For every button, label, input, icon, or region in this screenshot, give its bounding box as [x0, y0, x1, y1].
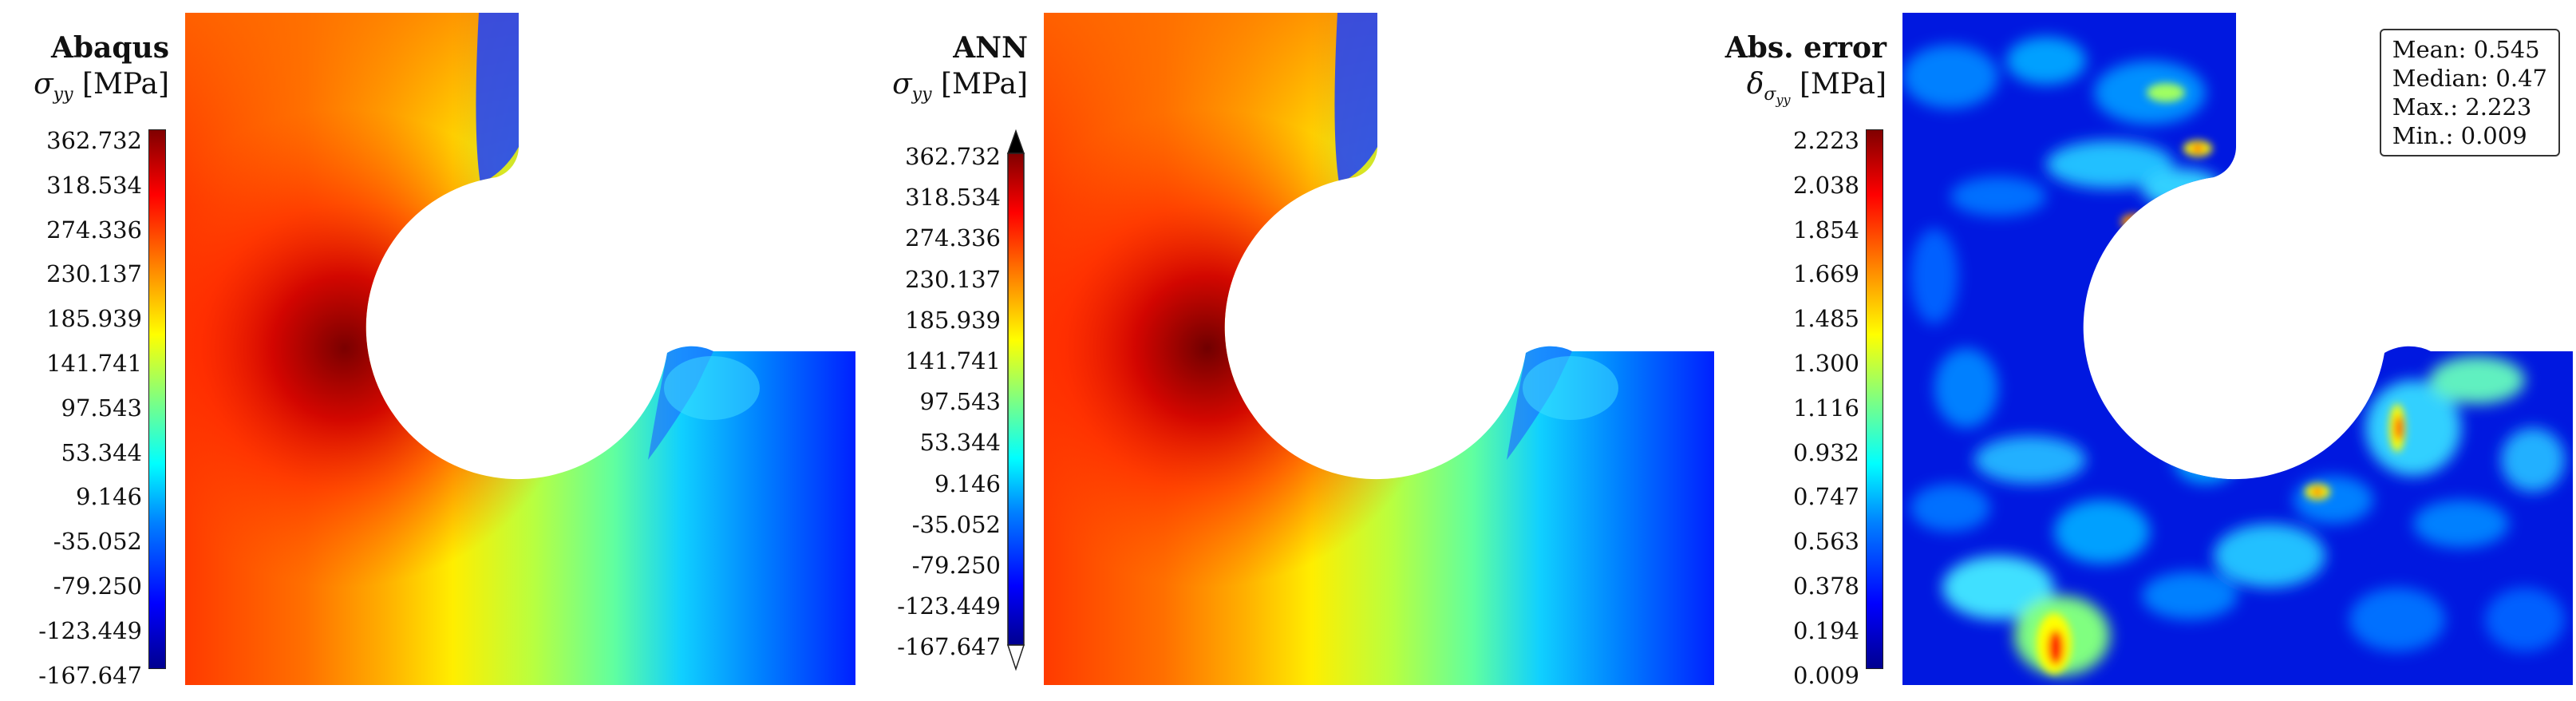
colorbar-tick: 1.854	[1792, 216, 1859, 244]
colorbar-tick: 362.732	[905, 143, 1001, 170]
colorbar-tick: 53.344	[61, 438, 142, 466]
colorbar-tick: 0.009	[1792, 661, 1859, 689]
colorbar-tick: 1.669	[1792, 260, 1859, 288]
colorbar-tick: 362.732	[46, 127, 142, 154]
stat-mean: Mean: 0.545	[2392, 36, 2540, 63]
colorbar-tick: 141.741	[905, 347, 1001, 374]
stat-median: Median: 0.47	[2392, 65, 2547, 92]
colorbar-tick: 274.336	[905, 224, 1001, 252]
abaqus-title: Abaqus	[50, 31, 169, 65]
abaqus-panel: Abaqus σyy [MPa] 362.732 318.534 274.336…	[0, 0, 859, 701]
colorbar-tick: 185.939	[905, 306, 1001, 334]
colorbar-tick: -35.052	[911, 510, 1001, 538]
colorbar-tick: 2.223	[1792, 127, 1859, 154]
colorbar-extend-max	[1006, 129, 1025, 154]
colorbar-tick: 97.543	[61, 394, 142, 422]
colorbar-tick: 1.300	[1792, 350, 1859, 377]
colorbar-tick: 185.939	[46, 305, 142, 333]
colorbar-tick: -35.052	[53, 528, 142, 556]
stat-max: Max.: 2.223	[2392, 93, 2532, 121]
colorbar-tick: -79.250	[911, 552, 1001, 579]
ann-stress-field	[1044, 13, 1714, 685]
colorbar-tick: 0.932	[1792, 438, 1859, 466]
colorbar-tick: 53.344	[919, 429, 1001, 457]
error-quantity-label: δσyy [MPa]	[1746, 68, 1887, 108]
abaqus-stress-field	[185, 13, 855, 685]
error-field	[1902, 13, 2573, 685]
ann-panel: ANN σyy [MPa] 362.732 318.534 274.336 23…	[859, 0, 1717, 701]
colorbar-tick: -123.449	[38, 616, 142, 644]
error-title: Abs. error	[1725, 31, 1887, 65]
colorbar-tick: 9.146	[934, 469, 1001, 497]
colorbar-tick: -167.647	[897, 633, 1001, 661]
colorbar-tick: 1.485	[1792, 305, 1859, 333]
colorbar-tick: 230.137	[46, 260, 142, 288]
colorbar-tick: -167.647	[38, 661, 142, 689]
colorbar-extend-min	[1006, 644, 1025, 671]
error-stats-box: Mean: 0.545 Median: 0.47 Max.: 2.223 Min…	[2379, 29, 2560, 156]
ann-title-block: ANN σyy [MPa]	[892, 30, 1028, 114]
colorbar-tick: -79.250	[53, 572, 142, 600]
colorbar-tick: 0.194	[1792, 616, 1859, 644]
colorbar-tick: 141.741	[46, 350, 142, 377]
abaqus-title-block: Abaqus σyy [MPa]	[34, 30, 169, 114]
colorbar-tick: 274.336	[46, 216, 142, 244]
colorbar-tick: 1.116	[1792, 394, 1859, 422]
abaqus-colorbar	[148, 129, 166, 669]
error-title-block: Abs. error δσyy [MPa]	[1725, 30, 1887, 120]
ann-title: ANN	[953, 31, 1028, 65]
ann-quantity-label: σyy [MPa]	[892, 68, 1028, 105]
colorbar-tick: -123.449	[897, 592, 1001, 620]
colorbar-tick: 0.378	[1792, 572, 1859, 600]
colorbar-tick: 97.543	[919, 388, 1001, 416]
error-colorbar	[1866, 129, 1883, 669]
error-panel: Abs. error δσyy [MPa] 2.223 2.038 1.854 …	[1717, 0, 2576, 701]
colorbar-tick: 2.038	[1792, 171, 1859, 199]
colorbar-tick: 0.747	[1792, 483, 1859, 511]
colorbar-tick: 318.534	[905, 184, 1001, 212]
colorbar-tick: 230.137	[905, 265, 1001, 293]
colorbar-tick: 0.563	[1792, 528, 1859, 556]
abaqus-quantity-label: σyy [MPa]	[34, 68, 169, 105]
colorbar-tick: 318.534	[46, 171, 142, 199]
ann-colorbar	[1006, 129, 1025, 671]
stat-min: Min.: 0.009	[2392, 122, 2527, 149]
colorbar-tick: 9.146	[75, 483, 142, 511]
